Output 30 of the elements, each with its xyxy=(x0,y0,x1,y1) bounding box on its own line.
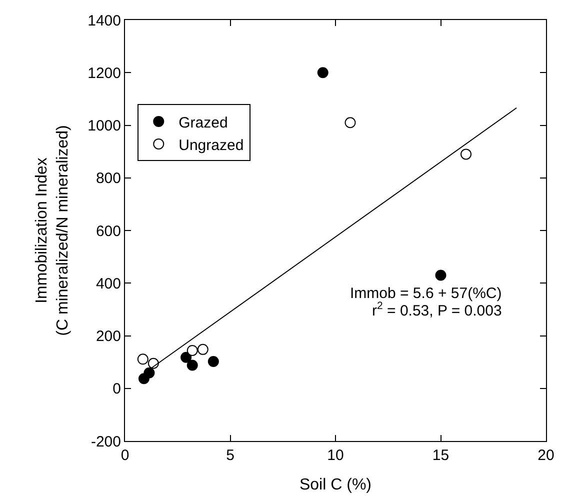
annotation: Immob = 5.6 + 57(%C) xyxy=(350,285,502,302)
point xyxy=(180,352,192,363)
point xyxy=(137,354,148,365)
point xyxy=(460,148,472,160)
y-tick-label: 600 xyxy=(96,222,121,240)
y-tick-label: 1400 xyxy=(88,12,121,30)
point xyxy=(186,344,198,356)
x-tick-label: 5 xyxy=(226,447,234,464)
point xyxy=(197,344,208,355)
legend-label: Grazed xyxy=(178,114,228,132)
y-tick-label: 1000 xyxy=(88,118,121,134)
x-tick-label: 20 xyxy=(538,447,554,464)
x-axis-title: Soil C (%) xyxy=(299,476,372,494)
y-tick-label: 800 xyxy=(96,170,121,188)
y-tick-label: 400 xyxy=(96,275,121,292)
y-tick-label: 1200 xyxy=(88,64,121,82)
y-tick-label: 0 xyxy=(112,380,121,398)
y-tick-label: -200 xyxy=(90,433,121,450)
x-tick-label: 10 xyxy=(327,447,344,464)
x-tick-label: 15 xyxy=(432,447,450,464)
point xyxy=(435,270,446,281)
point xyxy=(344,117,356,128)
y-axis-title: Immobilization Index (C mineralized/N mineralized) xyxy=(34,125,72,336)
point xyxy=(208,356,219,368)
point xyxy=(186,360,198,371)
point xyxy=(317,67,328,78)
y-tick-label: 200 xyxy=(96,328,121,345)
annotation: r$^{2}$ = 0.53, P = 0.003 xyxy=(372,300,502,320)
legend-label: Ungrazed xyxy=(178,136,244,154)
point xyxy=(144,367,155,378)
